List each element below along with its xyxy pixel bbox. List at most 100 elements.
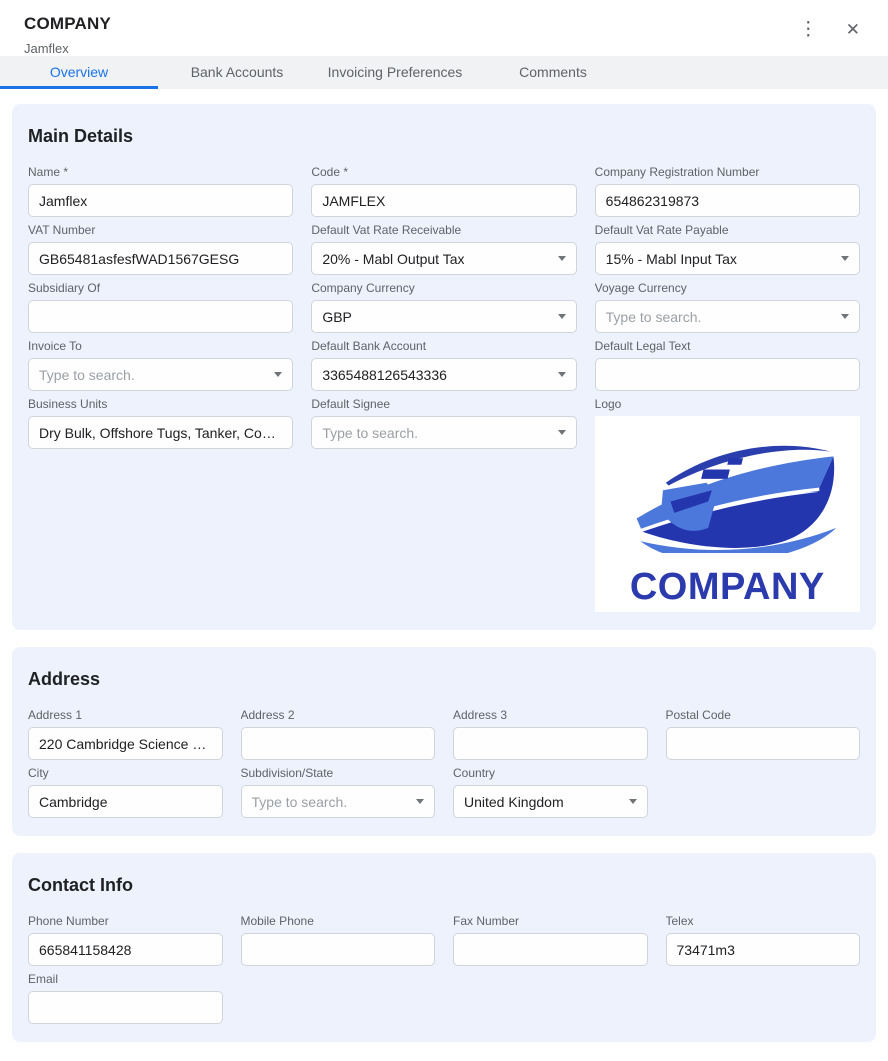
contact-info-grid: Phone Number Mobile Phone Fax Number Tel… — [28, 914, 860, 1024]
city-input[interactable] — [28, 785, 223, 818]
default-vat-rate-payable-select[interactable]: 15% - Mabl Input Tax — [594, 242, 860, 275]
field-company-currency: Company Currency GBP — [311, 281, 577, 333]
tab-overview[interactable]: Overview — [0, 56, 158, 89]
address-3-input[interactable] — [453, 727, 648, 760]
field-business-units: Business Units — [28, 397, 294, 449]
chevron-down-icon — [841, 314, 849, 319]
phone-number-input[interactable] — [28, 933, 223, 966]
code-input[interactable] — [311, 184, 577, 217]
field-voyage-currency: Voyage Currency Type to search. — [594, 281, 860, 333]
tab-bar: Overview Bank Accounts Invoicing Prefere… — [0, 56, 888, 89]
tab-bank-accounts[interactable]: Bank Accounts — [190, 64, 284, 80]
field-phone-number: Phone Number — [28, 914, 223, 966]
postal-code-input[interactable] — [665, 727, 860, 760]
city-label: City — [28, 766, 49, 780]
field-mobile-phone: Mobile Phone — [240, 914, 435, 966]
chevron-down-icon — [841, 256, 849, 261]
chevron-down-icon — [416, 799, 424, 804]
name-input[interactable] — [28, 184, 294, 217]
dialog-body: Main Details Name * Code * Company Regis… — [0, 89, 888, 1042]
address-1-label: Address 1 — [28, 708, 83, 722]
field-invoice-to: Invoice To Type to search. — [28, 339, 294, 391]
vat-number-label: VAT Number — [28, 223, 96, 237]
mobile-phone-input[interactable] — [240, 933, 435, 966]
subdivision-state-placeholder: Type to search. — [251, 793, 348, 810]
field-city: City — [28, 766, 223, 818]
field-default-signee: Default Signee Type to search. — [311, 397, 577, 449]
phone-number-label: Phone Number — [28, 914, 109, 928]
mobile-phone-label: Mobile Phone — [240, 914, 314, 928]
tab-invoicing-preferences[interactable]: Invoicing Preferences — [327, 64, 463, 80]
logo-label: Logo — [594, 397, 622, 411]
subdivision-state-select[interactable]: Type to search. — [240, 785, 435, 818]
close-icon: ✕ — [845, 20, 860, 39]
fax-number-label: Fax Number — [453, 914, 520, 928]
invoice-to-select[interactable]: Type to search. — [28, 358, 294, 391]
field-telex: Telex — [665, 914, 860, 966]
fax-number-input[interactable] — [453, 933, 648, 966]
field-vat-number: VAT Number — [28, 223, 294, 275]
code-label: Code * — [311, 165, 349, 179]
voyage-currency-label: Voyage Currency — [594, 281, 687, 295]
dialog-header: COMPANY Jamflex ⋮ ✕ — [0, 0, 888, 56]
chevron-down-icon — [557, 430, 566, 435]
chevron-down-icon — [557, 372, 566, 377]
dialog-titles: COMPANY Jamflex — [24, 14, 111, 56]
subsidiary-of-input[interactable] — [28, 300, 294, 333]
chevron-down-icon — [274, 372, 283, 377]
voyage-currency-select[interactable]: Type to search. — [594, 300, 860, 333]
subsidiary-of-label: Subsidiary Of — [28, 281, 101, 295]
telex-input[interactable] — [665, 933, 860, 966]
field-code: Code * — [311, 165, 577, 217]
chevron-down-icon — [557, 256, 566, 261]
default-vat-rate-receivable-select[interactable]: 20% - Mabl Output Tax — [311, 242, 577, 275]
address-2-input[interactable] — [240, 727, 435, 760]
logo-wordmark: COMPANY — [629, 566, 825, 608]
company-currency-label: Company Currency — [311, 281, 415, 295]
default-vat-rate-payable-label: Default Vat Rate Payable — [594, 223, 729, 237]
address-3-label: Address 3 — [453, 708, 508, 722]
close-button[interactable]: ✕ — [840, 19, 866, 40]
main-details-grid: Name * Code * Company Registration Numbe… — [28, 165, 860, 612]
default-bank-account-label: Default Bank Account — [311, 339, 427, 353]
address-grid: Address 1 Address 2 Address 3 Postal Cod… — [28, 708, 860, 818]
field-company-registration-number: Company Registration Number — [594, 165, 860, 217]
default-vat-rate-receivable-value: 20% - Mabl Output Tax — [322, 250, 465, 267]
company-currency-select[interactable]: GBP — [311, 300, 577, 333]
address-card: Address Address 1 Address 2 Address 3 Po… — [12, 647, 876, 836]
field-address-1: Address 1 — [28, 708, 223, 760]
field-default-vat-rate-payable: Default Vat Rate Payable 15% - Mabl Inpu… — [594, 223, 860, 275]
address-1-input[interactable] — [28, 727, 223, 760]
business-units-label: Business Units — [28, 397, 108, 411]
page-subtitle: Jamflex — [24, 41, 69, 56]
field-address-3: Address 3 — [453, 708, 648, 760]
subdivision-state-label: Subdivision/State — [240, 766, 334, 780]
page-title: COMPANY — [24, 14, 112, 33]
name-label: Name * — [28, 165, 69, 179]
main-details-title: Main Details — [28, 126, 134, 146]
default-legal-text-label: Default Legal Text — [594, 339, 691, 353]
business-units-input[interactable] — [28, 416, 294, 449]
postal-code-label: Postal Code — [665, 708, 731, 722]
vat-number-input[interactable] — [28, 242, 294, 275]
email-input[interactable] — [28, 991, 223, 1024]
default-signee-select[interactable]: Type to search. — [311, 416, 577, 449]
address-title: Address — [28, 669, 101, 689]
default-bank-account-select[interactable]: 3365488126543336 — [311, 358, 577, 391]
default-signee-placeholder: Type to search. — [322, 424, 419, 441]
field-email: Email — [28, 972, 223, 1024]
company-registration-number-input[interactable] — [594, 184, 860, 217]
main-details-card: Main Details Name * Code * Company Regis… — [12, 104, 876, 630]
header-actions: ⋮ ✕ — [793, 18, 866, 41]
default-legal-text-input[interactable] — [594, 358, 860, 391]
country-select[interactable]: United Kingdom — [453, 785, 648, 818]
country-label: Country — [453, 766, 496, 780]
field-default-legal-text: Default Legal Text — [594, 339, 860, 391]
voyage-currency-placeholder: Type to search. — [605, 308, 702, 325]
chevron-down-icon — [628, 799, 637, 804]
contact-info-card: Contact Info Phone Number Mobile Phone F… — [12, 853, 876, 1042]
field-address-2: Address 2 — [240, 708, 435, 760]
kebab-menu-button[interactable]: ⋮ — [793, 18, 824, 41]
field-subsidiary-of: Subsidiary Of — [28, 281, 294, 333]
tab-comments[interactable]: Comments — [519, 64, 587, 80]
